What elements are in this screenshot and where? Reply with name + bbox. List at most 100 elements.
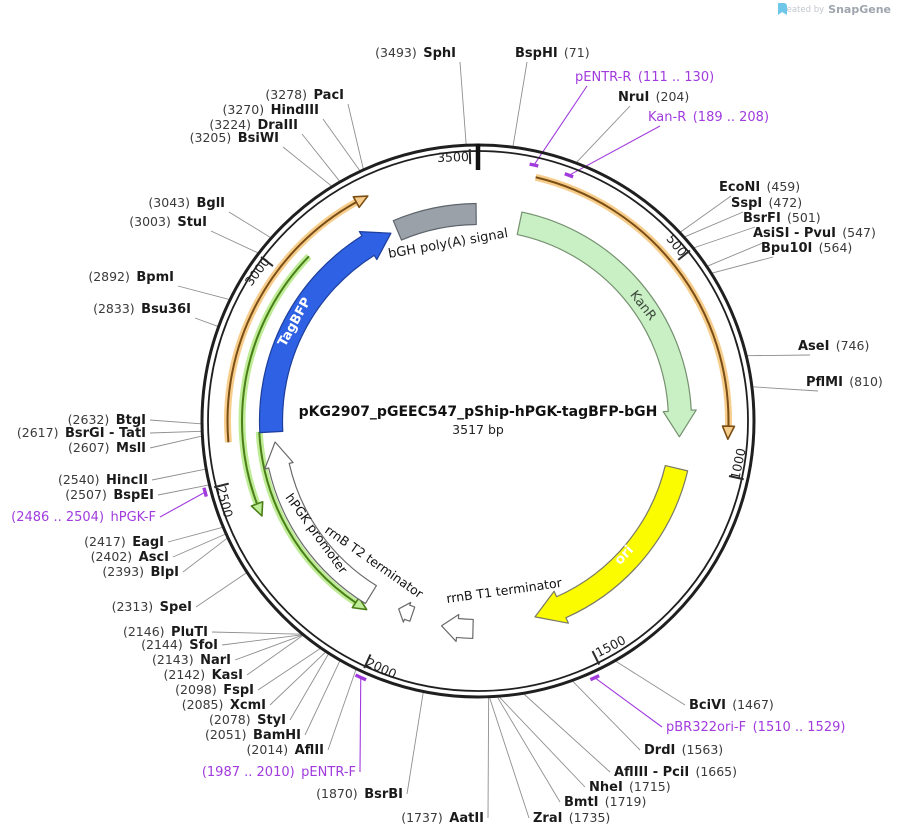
leader-line-aatii xyxy=(487,697,490,819)
primer-leader-line-kan-r xyxy=(568,125,661,176)
feature-rrnb-t2-terminator-arrow xyxy=(398,601,416,623)
created-by-text: Created by xyxy=(777,4,825,15)
leader-line-nari xyxy=(234,634,303,661)
leader-line-hindiii xyxy=(322,118,361,171)
enzyme-label-draiii: (3224) DraIII xyxy=(209,117,298,133)
enzyme-label-kasi: (2142) KasI xyxy=(164,667,244,683)
enzyme-label-blpi: (2393) BlpI xyxy=(102,564,179,580)
enzyme-label-asisi-pvui: AsiSI - PvuI (547) xyxy=(753,225,876,241)
leader-line-bgli xyxy=(228,211,271,238)
enzyme-label-eagi: (2417) EagI xyxy=(84,534,164,550)
feature-tagbfp-arrow xyxy=(258,231,392,434)
enzyme-label-pluti: (2146) PluTI xyxy=(123,624,208,640)
leader-line-styi xyxy=(289,653,329,721)
leader-line-hincii xyxy=(151,468,206,481)
enzyme-label-nhei: NheI (1715) xyxy=(589,779,671,795)
enzyme-label-bcivi: BciVI (1467) xyxy=(689,697,774,713)
enzyme-label-sfoi: (2144) SfoI xyxy=(141,637,218,653)
enzyme-label-btgi: (2632) BtgI xyxy=(68,412,146,428)
primer-mark-hpgk-f xyxy=(202,487,208,497)
enzyme-label-asci: (2402) AscI xyxy=(91,549,169,565)
enzyme-label-zrai: ZraI (1735) xyxy=(533,810,610,826)
primer-leader-line-pbr322ori-f xyxy=(594,677,663,728)
enzyme-label-bpu10i: Bpu10I (564) xyxy=(761,240,852,256)
leader-line-sfoi xyxy=(221,634,303,646)
tick-label-3500: 3500 xyxy=(437,149,469,165)
enzyme-label-bgli: (3043) BglI xyxy=(148,195,225,211)
enzyme-label-asei: AseI (746) xyxy=(798,338,869,354)
snapgene-watermark: Created by SnapGene xyxy=(777,3,891,16)
leader-line-bpmi xyxy=(177,285,230,300)
leader-line-pflmi xyxy=(752,386,819,392)
enzyme-label-bmti: BmtI (1719) xyxy=(564,794,646,810)
tick-mark-3000 xyxy=(260,256,274,267)
feature-bgh-poly-a-signal-arrow xyxy=(392,202,477,241)
feature-hpgk-promoter-arrow xyxy=(264,441,377,605)
snapgene-brand-text: SnapGene xyxy=(828,3,891,16)
leader-line-bsu36i xyxy=(194,317,218,327)
enzyme-label-sspi: SspI (472) xyxy=(731,195,802,211)
feature-kanr-arrow xyxy=(516,211,697,438)
enzyme-label-bspei: (2507) BspEI xyxy=(65,487,154,503)
enzyme-label-bsrgi-tati: (2617) BsrGI - TatI xyxy=(17,425,146,441)
leader-line-draiii xyxy=(301,133,340,182)
leader-line-nrui xyxy=(576,105,631,163)
primer-label-pentr-f: (1987 .. 2010) pENTR-F xyxy=(202,765,356,780)
feature-orange-arc-left-arrowhead xyxy=(352,195,369,209)
enzyme-label-afliii-pcii: AflIII - PciI (1665) xyxy=(614,764,737,780)
enzyme-label-stui: (3003) StuI xyxy=(129,214,207,230)
leader-line-bsphi xyxy=(512,61,528,147)
feature-green-arc-inner-left-arrowhead xyxy=(351,596,368,611)
leader-line-drdi xyxy=(572,680,641,751)
enzyme-label-aatii: (1737) AatII xyxy=(401,810,484,826)
leader-line-bpu10i xyxy=(712,256,774,274)
leader-line-bamhi xyxy=(304,660,341,736)
enzyme-label-hindiii: (3270) HindIII xyxy=(223,102,320,118)
enzyme-label-bsu36i: (2833) Bsu36I xyxy=(93,301,191,317)
leader-line-asisi-pvui xyxy=(707,241,766,267)
enzyme-label-spei: (2313) SpeI xyxy=(112,599,192,615)
enzyme-label-styi: (2078) StyI xyxy=(209,712,286,728)
leader-line-econi xyxy=(680,195,732,233)
primer-leader-line-hpgk-f xyxy=(159,491,206,518)
leader-line-blpi xyxy=(182,537,228,573)
leader-line-bsrgi-tati xyxy=(149,430,202,434)
enzyme-label-paci: (3278) PacI xyxy=(265,87,344,103)
leader-line-asci xyxy=(172,533,226,558)
feature-label-rrnb-t1-terminator: rrnB T1 terminator xyxy=(445,575,563,606)
feature-rrnb-t1-terminator-arrow xyxy=(440,613,474,643)
plasmid-name: pKG2907_pGEEC547_pShip-hPGK-tagBFP-bGH xyxy=(298,404,658,420)
leader-line-btgi xyxy=(149,419,202,425)
primer-label-pbr322ori-f: pBR322ori-F (1510 .. 1529) xyxy=(666,720,845,735)
tick-mark-2500 xyxy=(213,482,229,489)
leader-line-bsrbi xyxy=(406,692,424,795)
leader-line-bspei xyxy=(157,484,209,496)
enzyme-label-nrui: NruI (204) xyxy=(618,89,689,105)
tick-mark-2000 xyxy=(363,654,372,669)
enzyme-label-bsrfi: BsrFI (501) xyxy=(743,210,821,226)
enzyme-label-nari: (2143) NarI xyxy=(152,652,231,668)
tick-mark-1000 xyxy=(728,475,744,481)
tick-mark-500 xyxy=(677,249,691,261)
leader-line-nhei xyxy=(499,696,586,788)
leader-line-afliii-pcii xyxy=(523,693,611,773)
enzyme-label-bsrbi: (1870) BsrBI xyxy=(316,786,403,802)
enzyme-label-bsiwi: (3205) BsiWI xyxy=(190,130,279,146)
primer-mark-pentr-f xyxy=(354,673,367,682)
enzyme-label-sphi: (3493) SphI xyxy=(375,45,456,61)
leader-line-bmti xyxy=(497,697,561,803)
feature-ori-arrow xyxy=(534,464,689,624)
plasmid-title-block: pKG2907_pGEEC547_pShip-hPGK-tagBFP-bGH 3… xyxy=(299,404,658,437)
primer-leader-line-pentr-f xyxy=(359,677,362,773)
leader-line-xcmi xyxy=(269,651,326,706)
enzyme-label-bamhi: (2051) BamHI xyxy=(205,727,301,743)
tick-label-2500: 2500 xyxy=(214,485,236,520)
leader-line-sspi xyxy=(684,211,744,238)
snapgene-logo-icon xyxy=(778,3,788,15)
enzyme-label-msli: (2607) MslI xyxy=(68,440,146,456)
enzyme-label-aflii: (2014) AflII xyxy=(247,742,324,758)
tick-label-2000: 2000 xyxy=(364,655,399,682)
tick-mark-1500 xyxy=(591,650,601,665)
leader-line-paci xyxy=(347,103,364,169)
